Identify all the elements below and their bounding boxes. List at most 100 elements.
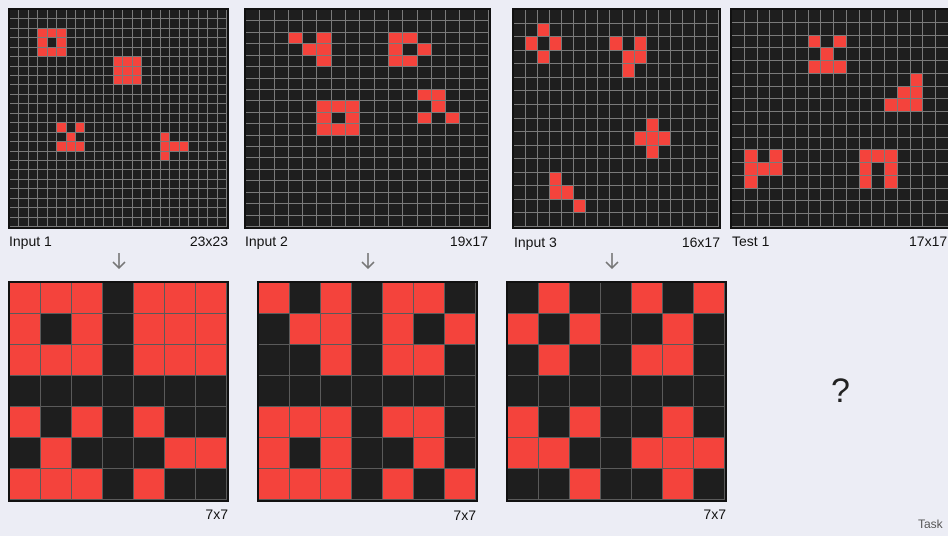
test-input-grid-cell bbox=[757, 112, 771, 125]
input-grid-3-cell bbox=[514, 77, 527, 92]
output-grid-2-cell bbox=[445, 283, 476, 314]
input-grid-2-cell bbox=[303, 10, 318, 22]
input-grid-2-cell bbox=[246, 89, 261, 102]
input-grid-3-cell bbox=[658, 91, 671, 105]
input-grid-1-cell bbox=[217, 189, 227, 199]
output-grid-3-cell bbox=[632, 469, 663, 500]
output-grid-2-cell bbox=[352, 407, 383, 438]
input-grid-3-cell bbox=[670, 132, 683, 146]
input-grid-2-cell bbox=[246, 135, 261, 148]
input-grid-2-cell bbox=[474, 44, 489, 56]
input-grid-2-cell bbox=[474, 32, 489, 45]
input-grid-1-cell bbox=[57, 113, 67, 124]
input-grid-2-cell bbox=[403, 147, 418, 159]
input-grid-3-cell bbox=[622, 118, 635, 133]
input-grid-1-cell bbox=[38, 179, 48, 190]
input-grid-1-cell bbox=[189, 132, 199, 143]
input-grid-2-cell bbox=[303, 169, 318, 182]
output-grid-1-cell-red bbox=[10, 407, 41, 438]
input-label-3: Input 3 bbox=[514, 234, 557, 250]
output-grid-2-cell bbox=[290, 438, 321, 469]
output-grid-1-cell-red bbox=[165, 345, 196, 376]
output-grid-3-cell bbox=[601, 345, 632, 376]
test-input-grid-cell bbox=[770, 201, 784, 215]
input-grid-1-cell bbox=[151, 57, 161, 67]
input-grid-2-cell bbox=[360, 10, 375, 22]
input-grid-3-cell bbox=[634, 186, 647, 200]
input-grid-3-cell bbox=[586, 50, 599, 65]
input-grid-1-cell bbox=[217, 198, 227, 209]
input-grid-1-cell bbox=[19, 189, 29, 199]
input-grid-1-cell bbox=[94, 132, 105, 143]
input-grid-3-cell bbox=[574, 186, 587, 200]
input-grid-3-cell bbox=[538, 199, 551, 214]
input-grid-2-cell bbox=[274, 44, 289, 56]
input-grid-3-cell bbox=[670, 172, 683, 187]
input-grid-3-cell bbox=[586, 172, 599, 187]
test-input-grid-cell bbox=[821, 35, 835, 49]
test-input-grid-cell bbox=[872, 188, 886, 202]
input-grid-2-cell bbox=[260, 67, 275, 79]
input-grid-1-cell bbox=[85, 76, 95, 86]
input-grid-1-cell bbox=[38, 85, 48, 95]
test-input-grid-cell bbox=[783, 137, 796, 151]
test-input-grid-cell bbox=[732, 48, 745, 62]
input-grid-1-cell bbox=[28, 142, 39, 152]
input-grid-1-cell bbox=[198, 57, 209, 67]
input-grid-3-cell-red bbox=[646, 132, 659, 146]
test-input-label: Test 1 bbox=[732, 233, 770, 249]
input-grid-2-cell bbox=[331, 32, 347, 45]
input-grid-2-cell bbox=[374, 78, 389, 90]
test-input-grid-cell-red bbox=[757, 163, 771, 176]
input-grid-1-cell bbox=[113, 47, 124, 58]
input-grid-1-cell bbox=[170, 160, 180, 171]
input-grid-2-cell bbox=[446, 204, 461, 216]
input-grid-3-cell bbox=[514, 23, 527, 38]
input-grid-1-cell bbox=[170, 132, 180, 143]
input-grid-2-cell bbox=[346, 78, 361, 90]
input-grid-3-cell bbox=[526, 159, 539, 173]
output-grid-2-cell-red bbox=[383, 469, 414, 500]
input-grid-1-cell-red bbox=[66, 142, 77, 152]
test-input-grid-cell-red bbox=[910, 73, 924, 87]
test-input-grid-cell-red bbox=[808, 35, 822, 49]
input-grid-2-cell bbox=[346, 192, 361, 205]
input-grid-3-cell-red bbox=[622, 64, 635, 78]
input-grid-3-cell bbox=[646, 64, 659, 78]
test-input-grid-cell bbox=[923, 188, 937, 202]
test-input-grid-cell bbox=[757, 124, 771, 138]
output-grid-2-cell bbox=[290, 345, 321, 376]
input-grid-2-cell bbox=[260, 181, 275, 193]
input-grid-2-cell bbox=[446, 10, 461, 22]
input-grid-2-cell bbox=[446, 101, 461, 113]
input-grid-3-cell bbox=[586, 159, 599, 173]
input-grid-1-cell bbox=[104, 57, 114, 67]
input-grid-1-cell bbox=[76, 160, 86, 171]
input-grid-1-cell bbox=[57, 66, 67, 77]
input-grid-1-cell bbox=[19, 10, 29, 20]
input-grid-1-cell bbox=[10, 179, 20, 190]
input-grid-1-cell bbox=[76, 151, 86, 161]
input-grid-2-cell-red bbox=[317, 112, 332, 125]
input-grid-1-cell bbox=[217, 47, 227, 58]
input-grid-3-cell bbox=[658, 213, 671, 227]
output-grid-1-cell-red bbox=[165, 438, 196, 469]
input-grid-3-cell bbox=[658, 77, 671, 92]
test-input-grid-cell bbox=[757, 99, 771, 113]
input-grid-1-cell bbox=[208, 38, 218, 48]
input-grid-1-cell bbox=[66, 28, 77, 39]
test-input-grid-cell bbox=[783, 124, 796, 138]
test-input-grid-cell bbox=[795, 61, 809, 74]
input-grid-3-cell bbox=[526, 186, 539, 200]
input-grid-2-cell bbox=[474, 89, 489, 102]
input-grid-3-cell bbox=[658, 145, 671, 160]
input-grid-1-cell bbox=[208, 179, 218, 190]
test-input-grid-cell bbox=[872, 201, 886, 215]
input-grid-1-cell-red bbox=[57, 47, 67, 58]
input-grid-1-cell-red bbox=[76, 142, 86, 152]
input-grid-3-cell bbox=[658, 64, 671, 78]
input-grid-2-cell bbox=[417, 78, 432, 90]
output-grid-3-cell-red bbox=[663, 345, 694, 376]
input-grid-1-cell bbox=[217, 57, 227, 67]
output-grid-3-cell-red bbox=[663, 314, 694, 345]
